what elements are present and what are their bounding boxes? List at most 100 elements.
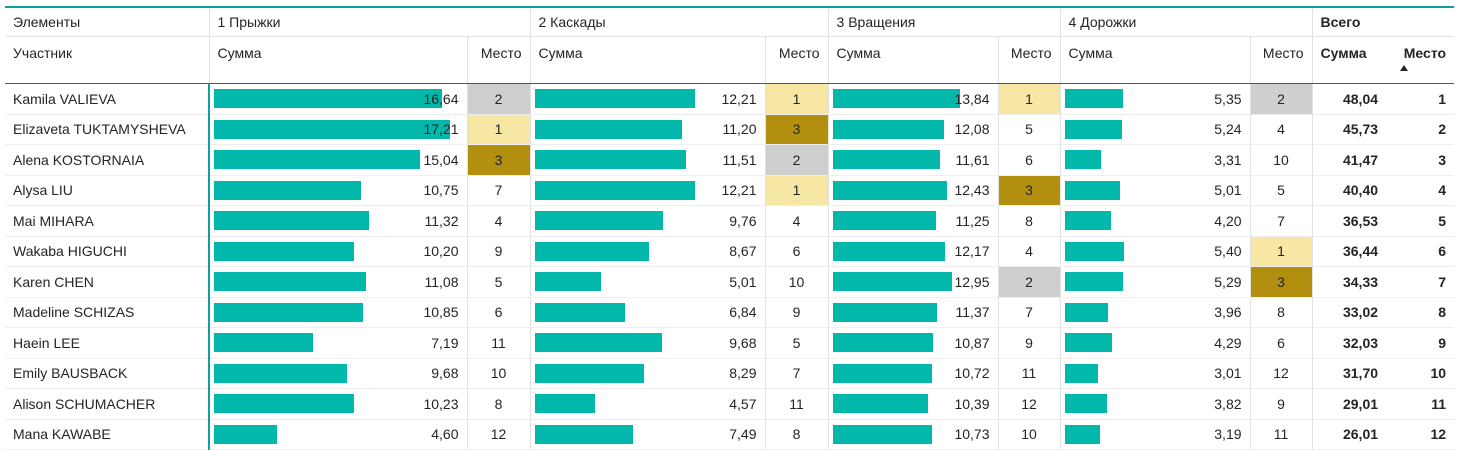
steps-place-cell[interactable]: 10 — [1249, 144, 1313, 176]
jumps-sum-cell[interactable]: 11,08 — [208, 266, 467, 298]
cascades-place-cell[interactable]: 3 — [764, 114, 829, 145]
total-place-cell[interactable]: 3 — [1388, 144, 1455, 176]
jumps-sum-cell[interactable]: 10,20 — [208, 236, 467, 267]
spins-sum-cell[interactable]: 12,08 — [827, 114, 999, 145]
total-place-cell[interactable]: 8 — [1388, 297, 1455, 328]
table-row[interactable]: Kamila VALIEVA 16,64 2 12,21 1 13,84 1 5,35 2 48,… — [5, 83, 1455, 115]
cascades-sum-cell[interactable]: 6,84 — [529, 297, 765, 328]
jumps-sum-cell[interactable]: 10,85 — [208, 297, 467, 328]
jumps-place-cell[interactable]: 3 — [466, 144, 530, 176]
steps-place-cell[interactable]: 7 — [1249, 205, 1313, 237]
steps-place-cell[interactable]: 12 — [1249, 358, 1313, 389]
total-place-cell[interactable]: 9 — [1388, 327, 1455, 359]
jumps-sum-cell[interactable]: 17,21 — [208, 114, 467, 145]
jumps-place-cell[interactable]: 1 — [466, 114, 530, 145]
spins-sum-cell[interactable]: 10,72 — [827, 358, 999, 389]
cascades-sum-cell[interactable]: 11,51 — [529, 144, 765, 176]
table-row[interactable]: Elizaveta TUKTAMYSHEVA 17,21 1 11,20 3 12,08 5… — [5, 114, 1455, 145]
jumps-place-cell[interactable]: 7 — [466, 175, 530, 206]
steps-place-header[interactable]: Место — [1249, 36, 1313, 84]
cascades-place-cell[interactable]: 4 — [764, 205, 829, 237]
total-sum-cell[interactable]: 33,02 — [1311, 297, 1389, 328]
cascades-sum-cell[interactable]: 9,68 — [529, 327, 765, 359]
steps-sum-header[interactable]: Сумма — [1059, 36, 1251, 84]
table-row[interactable]: Emily BAUSBACK 9,68 10 8,29 7 10,72 11 3,01 12 31… — [5, 358, 1455, 389]
jumps-sum-cell[interactable]: 11,32 — [208, 205, 467, 237]
jumps-place-cell[interactable]: 8 — [466, 388, 530, 420]
steps-sum-cell[interactable]: 5,24 — [1059, 114, 1251, 145]
total-sum-cell[interactable]: 29,01 — [1311, 388, 1389, 420]
steps-sum-cell[interactable]: 4,20 — [1059, 205, 1251, 237]
jumps-place-cell[interactable]: 2 — [466, 83, 530, 115]
jumps-place-cell[interactable]: 4 — [466, 205, 530, 237]
spins-place-cell[interactable]: 11 — [997, 358, 1061, 389]
spins-place-header[interactable]: Место — [997, 36, 1061, 84]
total-sum-cell[interactable]: 36,44 — [1311, 236, 1389, 267]
group-header-total[interactable]: Всего — [1311, 6, 1455, 37]
steps-sum-cell[interactable]: 3,82 — [1059, 388, 1251, 420]
total-place-cell[interactable]: 4 — [1388, 175, 1455, 206]
spins-place-cell[interactable]: 4 — [997, 236, 1061, 267]
table-row[interactable]: Karen CHEN 11,08 5 5,01 10 12,95 2 5,29 3 34,33 7 — [5, 266, 1455, 298]
spins-sum-cell[interactable]: 12,95 — [827, 266, 999, 298]
group-header-jumps[interactable]: 1 Прыжки — [208, 6, 530, 37]
steps-sum-cell[interactable]: 5,40 — [1059, 236, 1251, 267]
spins-sum-cell[interactable]: 13,84 — [827, 83, 999, 115]
steps-place-cell[interactable]: 6 — [1249, 327, 1313, 359]
total-sum-cell[interactable]: 31,70 — [1311, 358, 1389, 389]
cascades-sum-cell[interactable]: 8,29 — [529, 358, 765, 389]
total-place-cell[interactable]: 10 — [1388, 358, 1455, 389]
total-place-cell[interactable]: 11 — [1388, 388, 1455, 420]
spins-sum-cell[interactable]: 11,25 — [827, 205, 999, 237]
spins-place-cell[interactable]: 9 — [997, 327, 1061, 359]
jumps-sum-cell[interactable]: 15,04 — [208, 144, 467, 176]
total-place-header[interactable]: Место — [1388, 36, 1455, 84]
total-sum-cell[interactable]: 40,40 — [1311, 175, 1389, 206]
spins-place-cell[interactable]: 12 — [997, 388, 1061, 420]
spins-place-cell[interactable]: 1 — [997, 83, 1061, 115]
total-sum-cell[interactable]: 45,73 — [1311, 114, 1389, 145]
group-header-spins[interactable]: 3 Вращения — [827, 6, 1061, 37]
jumps-place-cell[interactable]: 9 — [466, 236, 530, 267]
steps-sum-cell[interactable]: 3,19 — [1059, 419, 1251, 450]
spins-place-cell[interactable]: 5 — [997, 114, 1061, 145]
steps-place-cell[interactable]: 5 — [1249, 175, 1313, 206]
total-sum-cell[interactable]: 32,03 — [1311, 327, 1389, 359]
spins-place-cell[interactable]: 6 — [997, 144, 1061, 176]
jumps-sum-header[interactable]: Сумма — [208, 36, 467, 84]
total-sum-cell[interactable]: 26,01 — [1311, 419, 1389, 450]
total-place-cell[interactable]: 6 — [1388, 236, 1455, 267]
jumps-place-cell[interactable]: 12 — [466, 419, 530, 450]
spins-place-cell[interactable]: 7 — [997, 297, 1061, 328]
steps-sum-cell[interactable]: 3,96 — [1059, 297, 1251, 328]
total-sum-cell[interactable]: 36,53 — [1311, 205, 1389, 237]
jumps-place-cell[interactable]: 10 — [466, 358, 530, 389]
spins-place-cell[interactable]: 10 — [997, 419, 1061, 450]
total-sum-cell[interactable]: 48,04 — [1311, 83, 1389, 115]
cascades-place-cell[interactable]: 5 — [764, 327, 829, 359]
cascades-place-header[interactable]: Место — [764, 36, 829, 84]
cascades-sum-cell[interactable]: 12,21 — [529, 175, 765, 206]
jumps-sum-cell[interactable]: 9,68 — [208, 358, 467, 389]
total-place-cell[interactable]: 5 — [1388, 205, 1455, 237]
table-row[interactable]: Madeline SCHIZAS 10,85 6 6,84 9 11,37 7 3,96 8 33… — [5, 297, 1455, 328]
total-sum-header[interactable]: Сумма — [1311, 36, 1389, 84]
jumps-sum-cell[interactable]: 4,60 — [208, 419, 467, 450]
jumps-place-cell[interactable]: 6 — [466, 297, 530, 328]
cascades-sum-cell[interactable]: 12,21 — [529, 83, 765, 115]
cascades-place-cell[interactable]: 6 — [764, 236, 829, 267]
steps-sum-cell[interactable]: 3,31 — [1059, 144, 1251, 176]
steps-sum-cell[interactable]: 3,01 — [1059, 358, 1251, 389]
spins-sum-cell[interactable]: 12,43 — [827, 175, 999, 206]
total-place-cell[interactable]: 12 — [1388, 419, 1455, 450]
steps-place-cell[interactable]: 2 — [1249, 83, 1313, 115]
cascades-place-cell[interactable]: 10 — [764, 266, 829, 298]
steps-sum-cell[interactable]: 5,29 — [1059, 266, 1251, 298]
jumps-sum-cell[interactable]: 10,75 — [208, 175, 467, 206]
jumps-sum-cell[interactable]: 10,23 — [208, 388, 467, 420]
spins-place-cell[interactable]: 8 — [997, 205, 1061, 237]
total-sum-cell[interactable]: 34,33 — [1311, 266, 1389, 298]
total-place-cell[interactable]: 1 — [1388, 83, 1455, 115]
spins-place-cell[interactable]: 3 — [997, 175, 1061, 206]
total-place-cell[interactable]: 7 — [1388, 266, 1455, 298]
